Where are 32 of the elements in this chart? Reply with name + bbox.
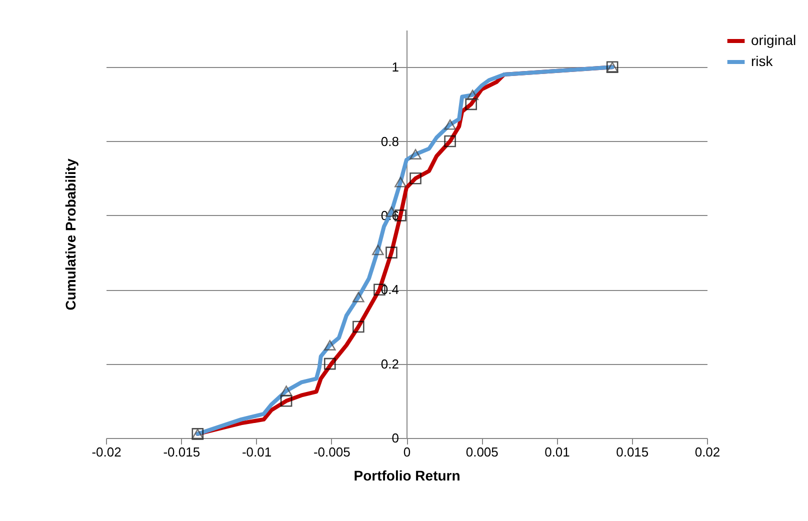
y-tick-label: 0.8 xyxy=(380,134,399,149)
point xyxy=(386,246,398,258)
x-tick-label: -0.005 xyxy=(313,444,350,460)
x-tick-label: 0.005 xyxy=(466,444,498,460)
point xyxy=(410,172,422,184)
point xyxy=(410,149,422,160)
y-tick-label: 0 xyxy=(392,430,399,446)
x-tick-label: 0.01 xyxy=(544,444,570,460)
x-tick-label: -0.02 xyxy=(92,444,122,460)
point xyxy=(324,358,336,370)
point xyxy=(372,244,384,256)
point xyxy=(465,98,477,110)
x-tick-label: -0.01 xyxy=(242,444,272,460)
point xyxy=(352,292,364,302)
legend-label: risk xyxy=(751,53,774,69)
legend-label: original xyxy=(751,32,796,48)
point xyxy=(444,119,456,130)
x-tick-label: 0.015 xyxy=(616,444,649,460)
point xyxy=(280,395,292,407)
y-axis-title: Cumulative Probability xyxy=(62,158,78,310)
y-tick-label: 1 xyxy=(392,60,399,75)
point xyxy=(394,176,406,188)
x-tick-label: -0.015 xyxy=(163,444,200,460)
x-tick-label: 0 xyxy=(403,444,411,460)
point xyxy=(352,320,364,333)
point xyxy=(466,90,479,100)
point xyxy=(324,340,336,350)
y-tick-label: 0.2 xyxy=(380,356,399,372)
point xyxy=(280,386,292,396)
x-tick-label: 0.02 xyxy=(694,444,720,460)
x-axis-title: Portfolio Return xyxy=(354,468,460,484)
point xyxy=(444,135,456,148)
